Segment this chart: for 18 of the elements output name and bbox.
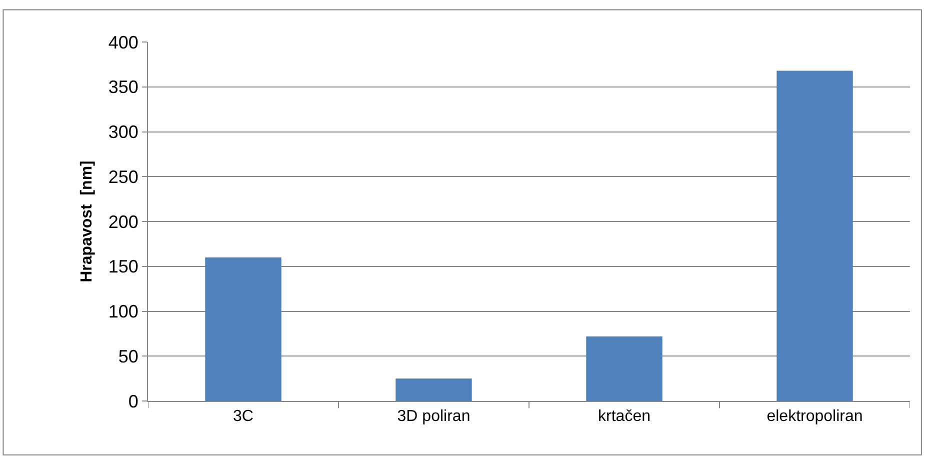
bar [586, 336, 662, 401]
y-tick-label: 50 [118, 346, 138, 366]
bar [776, 70, 853, 401]
y-tick-label: 100 [108, 302, 138, 322]
x-tick-label: krtačen [598, 408, 650, 426]
y-tick-label: 0 [128, 391, 138, 412]
y-tick-label: 150 [108, 256, 138, 277]
y-axis-title: Hrapavost [nm] [78, 160, 96, 282]
x-tick-label: 3D poliran [397, 408, 470, 426]
y-tick-label: 200 [108, 212, 138, 232]
y-tick-label: 250 [108, 166, 138, 187]
bar [205, 257, 282, 401]
x-tick-label: 3C [233, 408, 254, 426]
y-tick-label: 350 [108, 77, 138, 98]
y-tick-label: 400 [108, 32, 138, 52]
x-tick-label: elektropoliran [766, 408, 863, 426]
bar [396, 378, 472, 401]
y-tick-label: 300 [108, 122, 138, 142]
